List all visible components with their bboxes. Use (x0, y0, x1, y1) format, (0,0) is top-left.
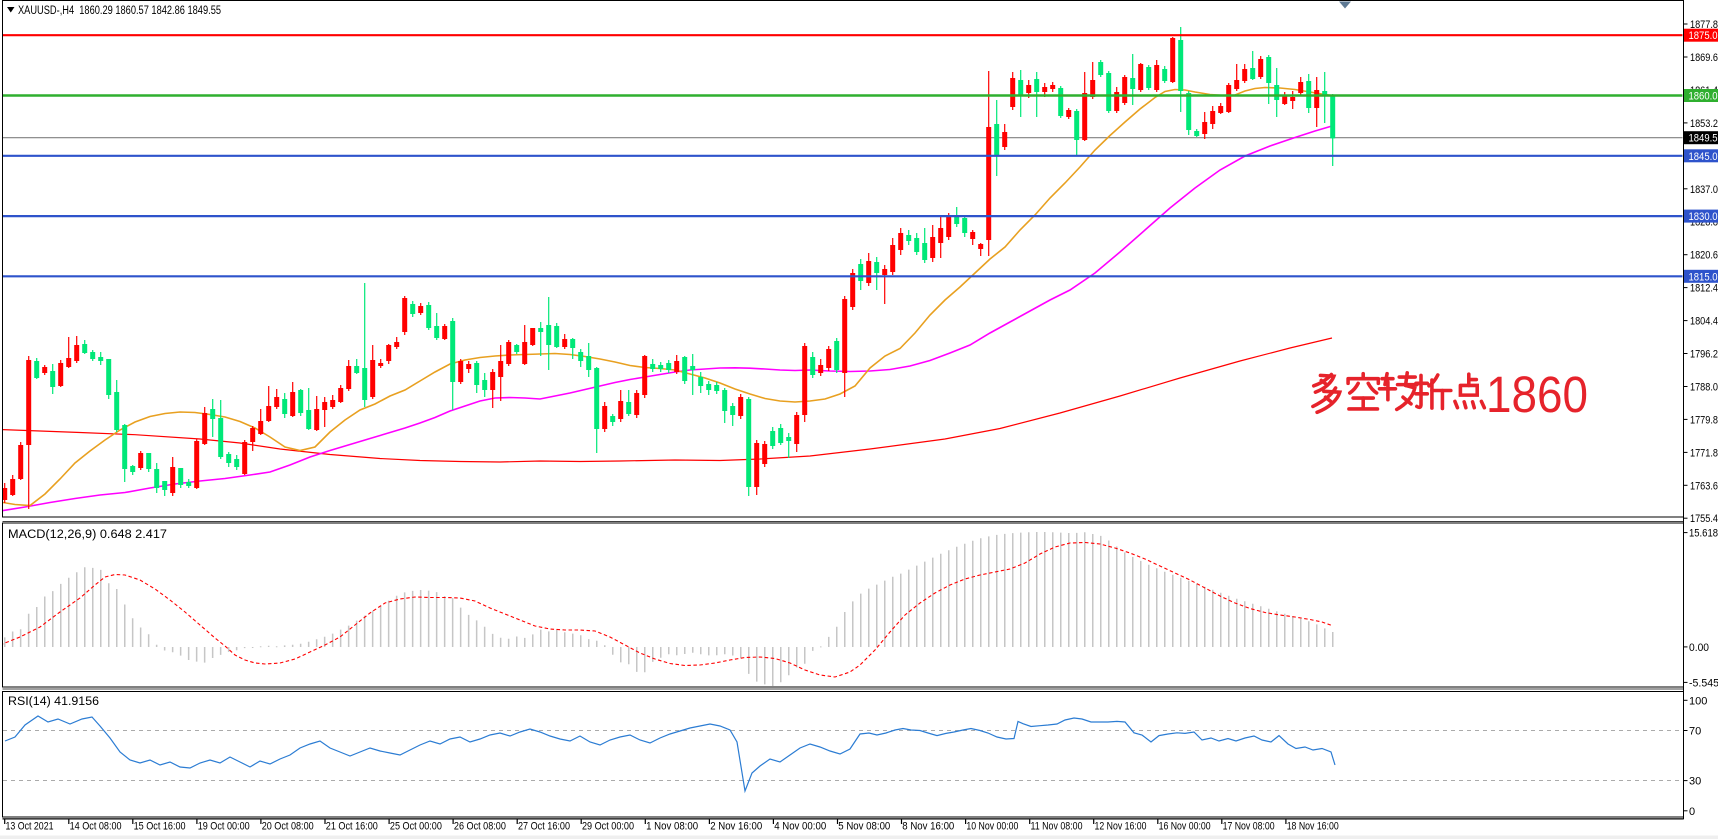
svg-text:20 Oct 08:00: 20 Oct 08:00 (262, 821, 314, 833)
svg-text:1771.8: 1771.8 (1690, 447, 1718, 459)
svg-text:12 Nov 16:00: 12 Nov 16:00 (1095, 821, 1147, 833)
svg-text:-5.545: -5.545 (1689, 677, 1718, 689)
svg-text:1875.0: 1875.0 (1689, 30, 1718, 42)
svg-text:10 Nov 00:00: 10 Nov 00:00 (966, 821, 1018, 833)
svg-text:14 Oct 08:00: 14 Oct 08:00 (70, 821, 122, 833)
svg-text:1830.0: 1830.0 (1689, 211, 1718, 223)
svg-text:1788.0: 1788.0 (1690, 382, 1718, 394)
svg-text:1815.0: 1815.0 (1689, 271, 1718, 283)
svg-text:1 Nov 08:00: 1 Nov 08:00 (646, 821, 698, 833)
svg-text:8 Nov 16:00: 8 Nov 16:00 (902, 821, 954, 833)
svg-text:1877.8: 1877.8 (1690, 19, 1718, 31)
svg-text:0.00: 0.00 (1689, 642, 1709, 654)
svg-text:11 Nov 08:00: 11 Nov 08:00 (1031, 821, 1083, 833)
svg-text:19 Oct 00:00: 19 Oct 00:00 (198, 821, 250, 833)
svg-text:70: 70 (1689, 726, 1701, 738)
svg-text:29 Oct 00:00: 29 Oct 00:00 (582, 821, 634, 833)
svg-text:21 Oct 16:00: 21 Oct 16:00 (326, 821, 378, 833)
svg-text:27 Oct 16:00: 27 Oct 16:00 (518, 821, 570, 833)
svg-text:15 Oct 16:00: 15 Oct 16:00 (134, 821, 186, 833)
svg-text:MACD(12,26,9) 0.648 2.417: MACD(12,26,9) 0.648 2.417 (8, 529, 167, 541)
svg-text:4 Nov 00:00: 4 Nov 00:00 (774, 821, 826, 833)
svg-text:100: 100 (1689, 695, 1707, 707)
svg-text:1853.2: 1853.2 (1690, 118, 1718, 130)
svg-text:5 Nov 08:00: 5 Nov 08:00 (838, 821, 890, 833)
svg-text:1779.8: 1779.8 (1690, 414, 1718, 426)
svg-text:18 Nov 16:00: 18 Nov 16:00 (1287, 821, 1339, 833)
svg-text:1804.4: 1804.4 (1690, 316, 1718, 328)
svg-text:1869.6: 1869.6 (1690, 52, 1718, 64)
svg-text:XAUUSD-,H4 1860.29 1860.57 18: XAUUSD-,H4 1860.29 1860.57 1842.86 1849.… (18, 5, 221, 17)
svg-text:1860.0: 1860.0 (1689, 91, 1718, 103)
svg-text:1820.6: 1820.6 (1690, 250, 1718, 262)
svg-text:1755.4: 1755.4 (1690, 513, 1718, 525)
svg-text:1812.4: 1812.4 (1690, 283, 1718, 295)
svg-text:17 Nov 08:00: 17 Nov 08:00 (1223, 821, 1275, 833)
svg-text:0: 0 (1689, 806, 1695, 818)
svg-text:1837.0: 1837.0 (1690, 184, 1718, 196)
svg-text:1860: 1860 (1486, 366, 1588, 423)
svg-text:2 Nov 16:00: 2 Nov 16:00 (710, 821, 762, 833)
svg-text:16 Nov 00:00: 16 Nov 00:00 (1159, 821, 1211, 833)
svg-text:1849.5: 1849.5 (1689, 133, 1718, 145)
svg-text:1796.2: 1796.2 (1690, 349, 1718, 361)
svg-text:RSI(14) 41.9156: RSI(14) 41.9156 (8, 696, 99, 708)
svg-text:1845.0: 1845.0 (1689, 151, 1718, 163)
svg-text:15.618: 15.618 (1689, 528, 1718, 540)
svg-text:1763.6: 1763.6 (1690, 480, 1718, 492)
svg-text:13 Oct 2021: 13 Oct 2021 (6, 821, 54, 833)
svg-text:26 Oct 08:00: 26 Oct 08:00 (454, 821, 506, 833)
svg-text:30: 30 (1689, 776, 1701, 788)
svg-text:25 Oct 00:00: 25 Oct 00:00 (390, 821, 442, 833)
